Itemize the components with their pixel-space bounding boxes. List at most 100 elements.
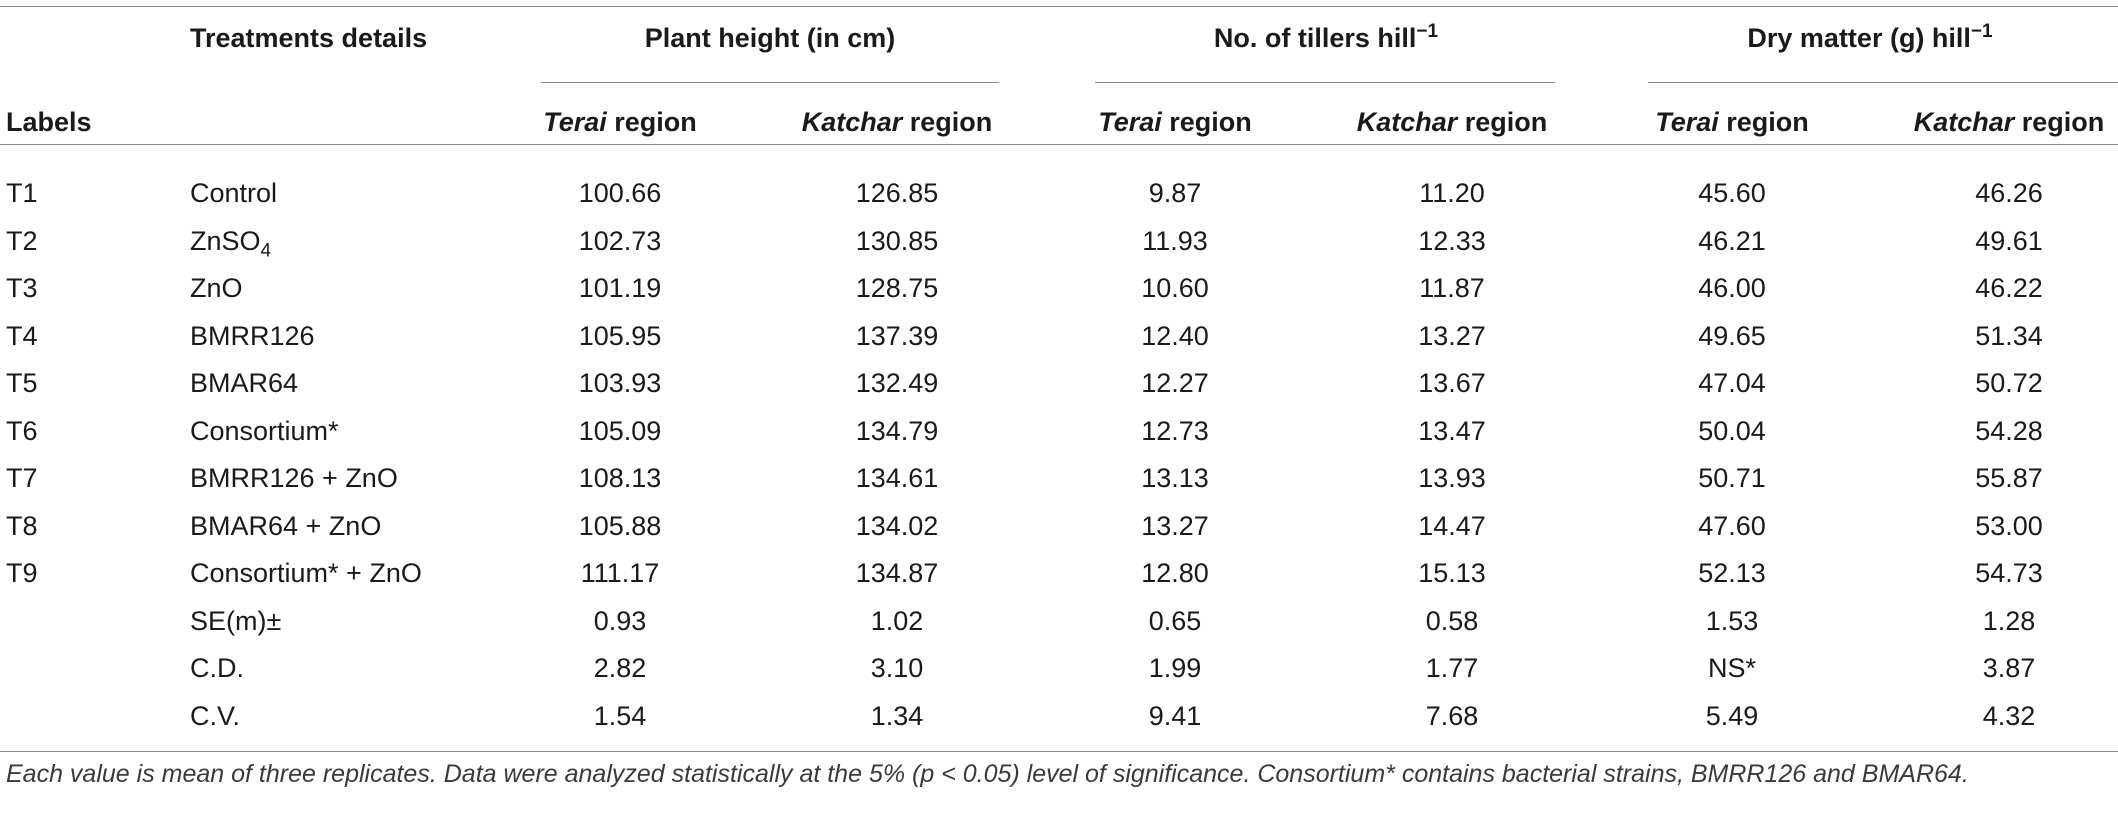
cell-plant-height-katchar: 130.85 — [855, 226, 939, 256]
cell-dry-matter-katchar: 49.61 — [1975, 226, 2043, 256]
cell-tillers-terai: 12.73 — [1141, 416, 1209, 446]
cell-plant-height-terai: 1.54 — [593, 701, 647, 731]
subheader-tillers-terai: Terai region — [1098, 107, 1252, 137]
cell-tillers-katchar: 11.87 — [1419, 273, 1485, 303]
row-label: T3 — [6, 273, 38, 303]
row-label: T5 — [6, 368, 38, 398]
row-treatment: BMRR126 + ZnO — [190, 463, 398, 493]
row-label: T7 — [6, 463, 38, 493]
cell-plant-height-terai: 108.13 — [578, 463, 662, 493]
cell-dry-matter-katchar: 4.32 — [1982, 701, 2036, 731]
row-label: T4 — [6, 321, 38, 351]
cell-plant-height-terai: 105.09 — [578, 416, 662, 446]
plant-height-underline — [541, 82, 999, 83]
header-treatments: Treatments details — [190, 23, 428, 53]
cell-dry-matter-katchar: 55.87 — [1975, 463, 2043, 493]
cell-dry-matter-katchar: 54.28 — [1975, 416, 2043, 446]
row-treatment: C.V. — [190, 701, 241, 731]
cell-tillers-terai: 9.87 — [1148, 178, 1202, 208]
cell-tillers-terai: 12.40 — [1141, 321, 1209, 351]
cell-tillers-katchar: 7.68 — [1425, 701, 1479, 731]
cell-tillers-terai: 12.27 — [1141, 368, 1209, 398]
cell-plant-height-terai: 100.66 — [578, 178, 662, 208]
header-tillers: No. of tillers hill−1 — [1213, 21, 1439, 53]
cell-dry-matter-terai: NS* — [1707, 653, 1757, 683]
cell-tillers-katchar: 15.13 — [1418, 558, 1486, 588]
cell-tillers-katchar: 11.20 — [1419, 178, 1485, 208]
cell-plant-height-katchar: 137.39 — [855, 321, 939, 351]
cell-dry-matter-terai: 50.04 — [1698, 416, 1766, 446]
table-footnote: Each value is mean of three replicates. … — [6, 760, 1969, 788]
cell-tillers-katchar: 13.47 — [1418, 416, 1486, 446]
cell-plant-height-terai: 105.95 — [578, 321, 662, 351]
cell-plant-height-katchar: 134.02 — [855, 511, 939, 541]
cell-tillers-terai: 10.60 — [1141, 273, 1209, 303]
cell-tillers-katchar: 1.77 — [1425, 653, 1479, 683]
row-treatment: Consortium* + ZnO — [190, 558, 422, 588]
subheader-tillers-katchar: Katchar region — [1356, 107, 1548, 137]
cell-tillers-terai: 13.13 — [1141, 463, 1209, 493]
cell-dry-matter-terai: 47.04 — [1698, 368, 1766, 398]
header-dry-matter: Dry matter (g) hill−1 — [1747, 21, 1993, 53]
dry-matter-underline — [1648, 82, 2118, 83]
row-label: T6 — [6, 416, 38, 446]
cell-plant-height-katchar: 126.85 — [855, 178, 939, 208]
cell-plant-height-katchar: 134.87 — [855, 558, 939, 588]
cell-tillers-terai: 0.65 — [1148, 606, 1202, 636]
cell-dry-matter-terai: 52.13 — [1698, 558, 1766, 588]
cell-plant-height-katchar: 128.75 — [855, 273, 939, 303]
cell-plant-height-terai: 2.82 — [593, 653, 647, 683]
cell-plant-height-katchar: 1.02 — [870, 606, 924, 636]
cell-dry-matter-katchar: 3.87 — [1982, 653, 2036, 683]
cell-plant-height-terai: 111.17 — [580, 558, 660, 588]
cell-dry-matter-terai: 47.60 — [1698, 511, 1766, 541]
tillers-underline — [1095, 82, 1555, 83]
cell-tillers-terai: 9.41 — [1148, 701, 1202, 731]
cell-dry-matter-katchar: 46.26 — [1975, 178, 2043, 208]
cell-dry-matter-terai: 5.49 — [1705, 701, 1759, 731]
row-treatment: BMAR64 — [190, 368, 299, 398]
cell-tillers-katchar: 12.33 — [1418, 226, 1486, 256]
row-label: T1 — [6, 178, 38, 208]
cell-plant-height-katchar: 1.34 — [870, 701, 924, 731]
bottom-rule — [0, 751, 2118, 752]
cell-tillers-terai: 1.99 — [1148, 653, 1202, 683]
cell-tillers-terai: 11.93 — [1142, 226, 1208, 256]
cell-plant-height-katchar: 134.79 — [855, 416, 939, 446]
cell-dry-matter-terai: 49.65 — [1698, 321, 1766, 351]
cell-plant-height-terai: 105.88 — [578, 511, 662, 541]
cell-dry-matter-terai: 45.60 — [1698, 178, 1766, 208]
cell-tillers-terai: 12.80 — [1141, 558, 1209, 588]
cell-plant-height-terai: 103.93 — [578, 368, 662, 398]
cell-dry-matter-katchar: 54.73 — [1975, 558, 2043, 588]
row-label: T2 — [6, 226, 38, 256]
cell-plant-height-terai: 102.73 — [578, 226, 662, 256]
cell-plant-height-katchar: 3.10 — [870, 653, 924, 683]
header-labels: Labels — [6, 107, 92, 137]
row-treatment: ZnO — [190, 273, 243, 303]
cell-dry-matter-terai: 50.71 — [1698, 463, 1766, 493]
cell-dry-matter-katchar: 1.28 — [1982, 606, 2036, 636]
subheader-plant-terai: Terai region — [543, 107, 697, 137]
cell-plant-height-katchar: 132.49 — [855, 368, 939, 398]
cell-dry-matter-katchar: 46.22 — [1975, 273, 2043, 303]
row-treatment: C.D. — [190, 653, 244, 683]
cell-tillers-katchar: 13.27 — [1418, 321, 1486, 351]
cell-tillers-katchar: 0.58 — [1425, 606, 1479, 636]
header-plant-height: Plant height (in cm) — [644, 23, 896, 53]
top-rule — [0, 6, 2118, 7]
cell-tillers-terai: 13.27 — [1141, 511, 1209, 541]
row-treatment: ZnSO4 — [190, 226, 272, 262]
header-rule — [0, 144, 2118, 145]
cell-dry-matter-terai: 1.53 — [1705, 606, 1759, 636]
cell-plant-height-terai: 101.19 — [578, 273, 662, 303]
subheader-plant-katchar: Katchar region — [801, 107, 993, 137]
cell-tillers-katchar: 13.67 — [1418, 368, 1486, 398]
cell-plant-height-terai: 0.93 — [593, 606, 647, 636]
cell-tillers-katchar: 14.47 — [1418, 511, 1486, 541]
cell-tillers-katchar: 13.93 — [1418, 463, 1486, 493]
cell-dry-matter-terai: 46.21 — [1698, 226, 1766, 256]
subheader-dry-katchar: Katchar region — [1913, 107, 2105, 137]
cell-plant-height-katchar: 134.61 — [855, 463, 939, 493]
